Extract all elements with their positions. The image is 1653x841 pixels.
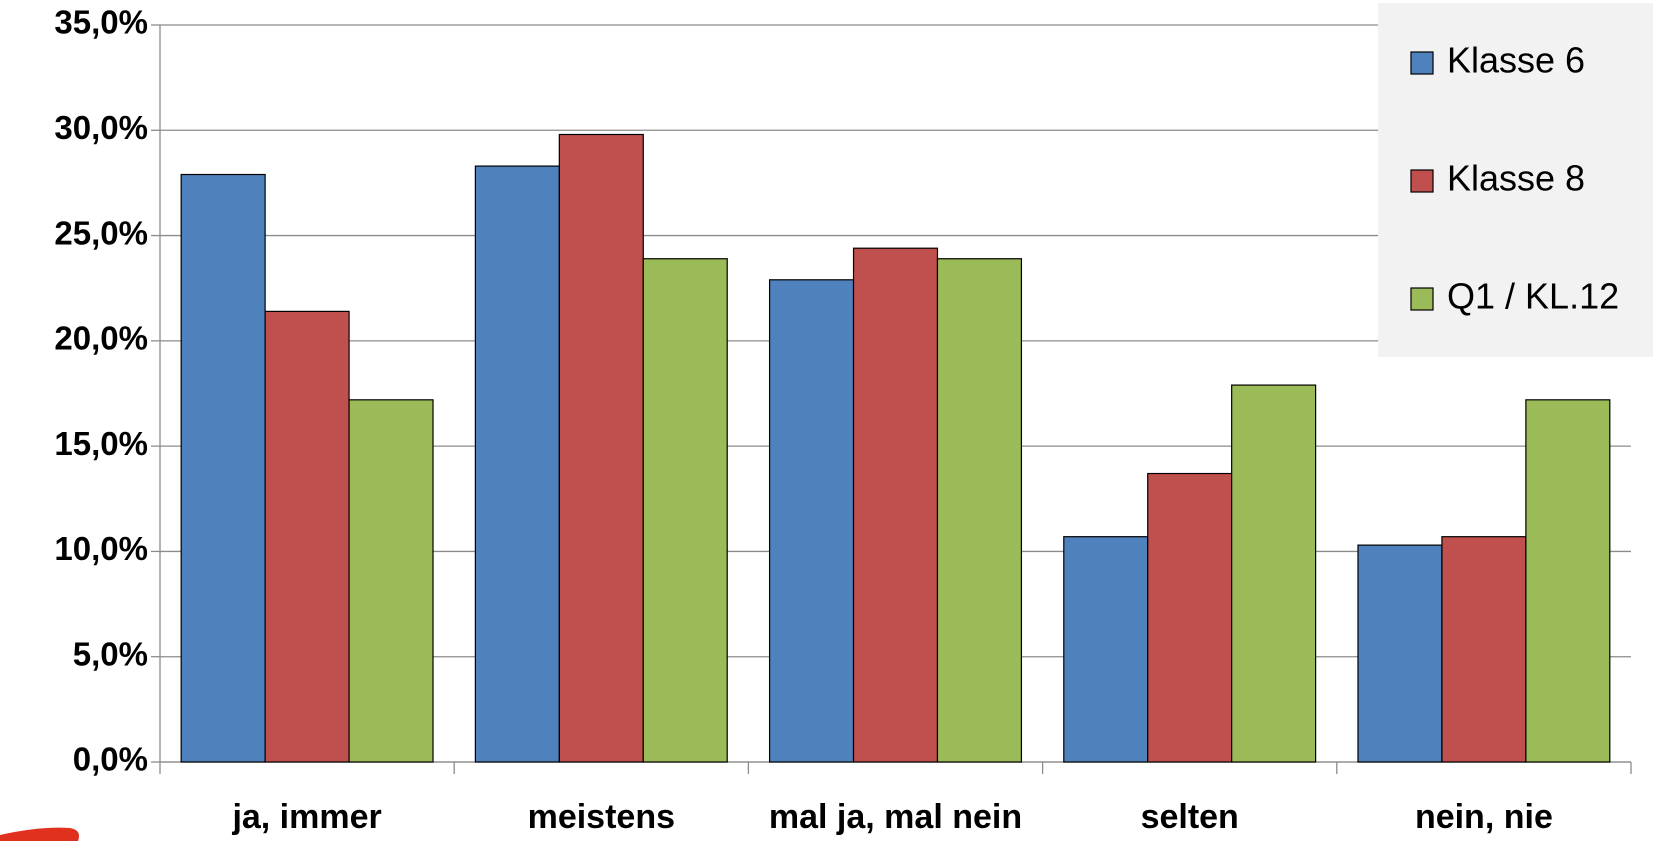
y-tick-label: 25,0%	[54, 214, 148, 251]
bar	[1147, 472, 1233, 763]
legend-label: Klasse 8	[1447, 158, 1585, 199]
legend-swatch	[1410, 169, 1434, 193]
bar	[1231, 384, 1317, 763]
bar	[264, 310, 350, 763]
bar	[1063, 536, 1149, 763]
x-tick-label: mal ja, mal nein	[769, 798, 1022, 836]
x-tick-label: selten	[1141, 798, 1239, 836]
bar	[936, 258, 1023, 763]
bar	[558, 133, 644, 763]
decoration	[0, 827, 79, 841]
x-tick-label: nein, nie	[1415, 798, 1553, 836]
y-tick-label: 0,0%	[73, 741, 148, 778]
bar	[1525, 399, 1611, 763]
bar	[474, 165, 560, 763]
bar	[348, 399, 434, 763]
y-tick-label: 35,0%	[54, 4, 148, 41]
bar	[642, 258, 728, 763]
x-tick-label: meistens	[528, 798, 675, 836]
legend-swatch	[1410, 51, 1434, 75]
y-tick-label: 10,0%	[54, 530, 148, 567]
bar	[180, 173, 266, 763]
bar	[1357, 544, 1443, 763]
bar	[852, 247, 939, 763]
y-tick-label: 20,0%	[54, 320, 148, 357]
legend-label: Klasse 6	[1447, 40, 1585, 81]
bar	[1441, 536, 1527, 763]
y-tick-label: 5,0%	[73, 635, 148, 672]
y-tick-label: 30,0%	[54, 109, 148, 146]
legend-label: Q1 / KL.12	[1447, 276, 1619, 317]
bar	[768, 279, 855, 763]
legend-swatch	[1410, 287, 1434, 311]
y-tick-label: 15,0%	[54, 425, 148, 462]
x-tick-label: ja, immer	[231, 798, 381, 836]
